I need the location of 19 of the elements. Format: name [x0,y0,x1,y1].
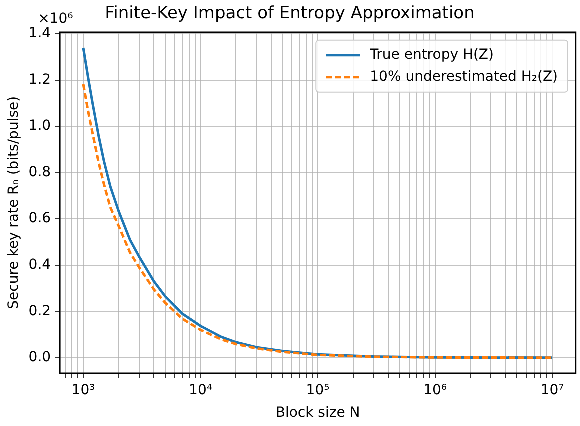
x-tick-label: 10⁵ [306,382,330,398]
y-tick-label: 0.4 [28,257,52,274]
x-tick-label: 10³ [72,382,96,398]
x-tick-label: 10⁶ [424,382,448,398]
y-tick-label: 0.8 [28,164,52,180]
y-tick-label: 0.2 [28,303,52,320]
text: ×10⁶ [38,11,74,28]
y-tick-label: 1.2 [28,72,52,88]
y-axis-title: Secure key rate Rₙ (bits/pulse) [6,96,22,310]
y-tick-label: 0.6 [28,210,52,227]
x-axis-title: Block size N [276,405,360,422]
y-tick-label: 0.0 [28,350,52,366]
y-tick-label: 1.4 [28,26,52,42]
legend-label: 10% underestimated H₂(Z) [370,69,558,86]
x-tick-label: 10⁷ [540,382,564,398]
chart-title: Finite-Key Impact of Entropy Approximation [105,4,475,24]
x-tick-label: 10⁴ [189,382,213,398]
y-tick-label: 1.0 [28,118,52,134]
legend-label: True entropy H(Z) [369,47,494,64]
